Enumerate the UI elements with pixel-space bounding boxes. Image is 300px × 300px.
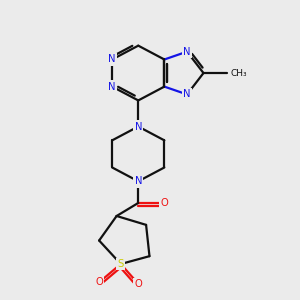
Text: O: O (95, 277, 103, 287)
Text: O: O (134, 279, 142, 289)
Text: N: N (108, 55, 116, 64)
Text: S: S (118, 259, 124, 269)
Text: N: N (183, 89, 191, 99)
Text: N: N (134, 176, 142, 186)
Text: N: N (183, 47, 191, 57)
Text: N: N (134, 122, 142, 131)
Text: N: N (108, 82, 116, 92)
Text: CH₃: CH₃ (231, 68, 247, 77)
Text: O: O (160, 198, 168, 208)
